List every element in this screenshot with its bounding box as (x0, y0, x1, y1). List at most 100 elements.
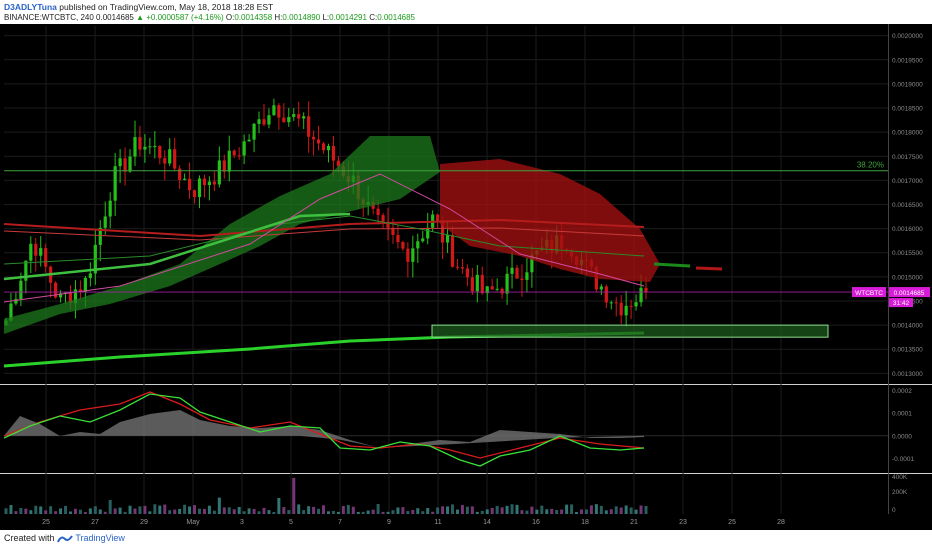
candle (168, 149, 172, 164)
y-tick-label: 0.0019500 (892, 57, 923, 64)
candle (381, 215, 385, 222)
volume-bar (282, 507, 286, 514)
candle (163, 158, 167, 164)
volume-bar (376, 504, 380, 514)
candle (39, 248, 43, 256)
ma-line (3, 212, 351, 281)
chart-canvas[interactable]: 0.0020000 0.0019500 0.0019000 0.0018500 0.00… (0, 24, 932, 530)
x-tick-label: 29 (140, 519, 148, 526)
candle (202, 178, 207, 186)
open-label: O: (225, 13, 235, 22)
candle (311, 136, 316, 140)
candle (530, 254, 534, 273)
volume-bar (431, 511, 435, 514)
y-tick-label: 0.0020000 (892, 33, 923, 40)
y-tick-label: 0.0019000 (892, 81, 923, 88)
candle (594, 266, 598, 290)
open-value: 0.0014358 (234, 13, 273, 22)
volume-bar (580, 509, 584, 514)
y-tick-label: 0.0017500 (892, 154, 923, 161)
volume-bar (421, 511, 425, 514)
y-tick-label: 0.0013000 (892, 371, 923, 378)
candle (475, 274, 479, 292)
symbol-tag-label: WTCBTC (855, 290, 883, 297)
candle (391, 227, 395, 235)
volume-bar (495, 505, 499, 514)
candle (505, 273, 509, 294)
candle (629, 305, 633, 307)
price-tag (889, 287, 930, 298)
candle (455, 266, 460, 268)
volume-bar (73, 508, 77, 514)
volume-bar (212, 510, 216, 514)
volume-bar (217, 497, 221, 514)
candle (158, 146, 162, 159)
close-label: C: (369, 13, 378, 22)
volume-bar (222, 507, 226, 514)
volume-bar (44, 510, 48, 514)
volume-bar (133, 508, 137, 514)
ichimoku-cloud (440, 159, 660, 282)
candle (118, 158, 122, 167)
volume-bar (297, 504, 301, 514)
x-tick-label: 28 (777, 519, 785, 526)
y-tick-label: 0.0014000 (892, 323, 923, 330)
volume-bar (143, 505, 147, 514)
candle (267, 115, 271, 125)
tradingview-brand[interactable]: TradingView (75, 533, 125, 543)
volume-bar (396, 507, 400, 514)
candle (187, 178, 192, 191)
candle (639, 287, 643, 303)
volume-bar (188, 506, 192, 514)
candle (123, 158, 127, 172)
volume-bar (406, 511, 410, 514)
volume-bar (78, 509, 82, 514)
candle (178, 168, 182, 180)
volume-bar (202, 508, 206, 514)
volume-bar (331, 510, 335, 514)
x-tick-label: 16 (532, 519, 540, 526)
x-tick-label: 7 (338, 519, 342, 526)
volume-bar (609, 509, 613, 514)
candle (34, 243, 38, 256)
volume-bar (520, 510, 524, 514)
candle (222, 160, 226, 172)
countdown-tag (889, 298, 913, 308)
candle (376, 208, 380, 216)
volume-bar (29, 510, 33, 514)
volume-bar (589, 505, 593, 514)
candle (406, 248, 410, 262)
author-name[interactable]: D3ADLYTuna (4, 2, 57, 12)
candle (336, 160, 341, 167)
volume-bar (158, 505, 162, 514)
x-tick-label: May (186, 519, 200, 526)
volume-bar (9, 505, 13, 514)
volume-bar (317, 508, 321, 514)
candle (490, 286, 494, 290)
candle (470, 277, 474, 292)
cloud-span-line (695, 266, 723, 271)
candle (634, 302, 638, 307)
symbol-info: BINANCE:WTCBTC, 240 0.0014685 ▲ +0.00005… (4, 13, 415, 22)
volume-bar (24, 508, 28, 514)
y-tick-label: 0.0015000 (892, 274, 923, 281)
volume-bar (49, 506, 53, 514)
volume-bar (550, 508, 554, 514)
volume-bar (485, 509, 489, 514)
volume-bar (148, 511, 152, 514)
candle (173, 149, 177, 169)
volume-bar (207, 505, 211, 514)
candle (78, 289, 83, 293)
ma-line (3, 215, 645, 265)
volume-bar (624, 505, 628, 514)
volume-bar (54, 511, 58, 514)
candle (54, 282, 58, 298)
candle (510, 267, 514, 274)
candle (321, 143, 326, 151)
volume-bar (366, 510, 370, 514)
x-tick-label: 25 (42, 519, 50, 526)
candle (29, 243, 33, 261)
volume-bar (173, 509, 177, 514)
volume-bar (644, 505, 648, 514)
candle (416, 241, 420, 249)
